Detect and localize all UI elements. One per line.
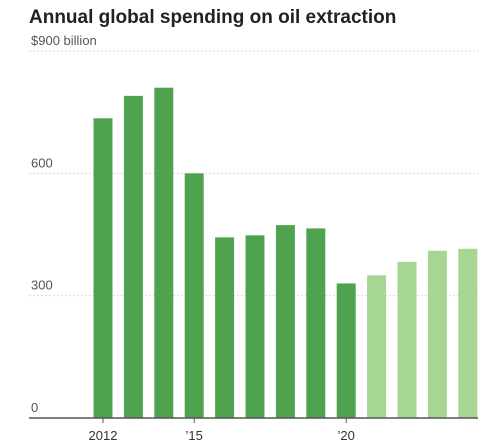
bar-2013: [123, 95, 143, 418]
bar-2024-projected: [458, 248, 478, 418]
y-tick-label: 600: [31, 155, 53, 170]
bar-2020: [336, 283, 356, 418]
bar-2018: [275, 225, 295, 418]
bar-2017: [245, 235, 265, 418]
chart-title: Annual global spending on oil extraction: [29, 7, 397, 28]
bar-2015: [184, 173, 204, 418]
x-axis-ticks: 2012 ’15 ’20: [89, 418, 355, 443]
bar-2021-projected: [367, 275, 387, 418]
y-tick-label: $900 billion: [31, 33, 97, 48]
bar-2023-projected: [427, 250, 447, 418]
bar-2016: [215, 237, 235, 418]
x-tick-label: 2012: [89, 428, 118, 443]
y-tick-label: 300: [31, 278, 53, 293]
x-tick-label: ’15: [186, 428, 203, 443]
bar-2019: [306, 228, 326, 418]
y-tick-label: 0: [31, 400, 38, 415]
y-axis-ticks: $900 billion 600 300 0: [31, 33, 97, 415]
x-tick-label: ’20: [338, 428, 355, 443]
bars: [93, 87, 478, 419]
bar-2022-projected: [397, 261, 417, 418]
bar-2014: [154, 87, 174, 418]
bar-2012: [93, 118, 113, 419]
